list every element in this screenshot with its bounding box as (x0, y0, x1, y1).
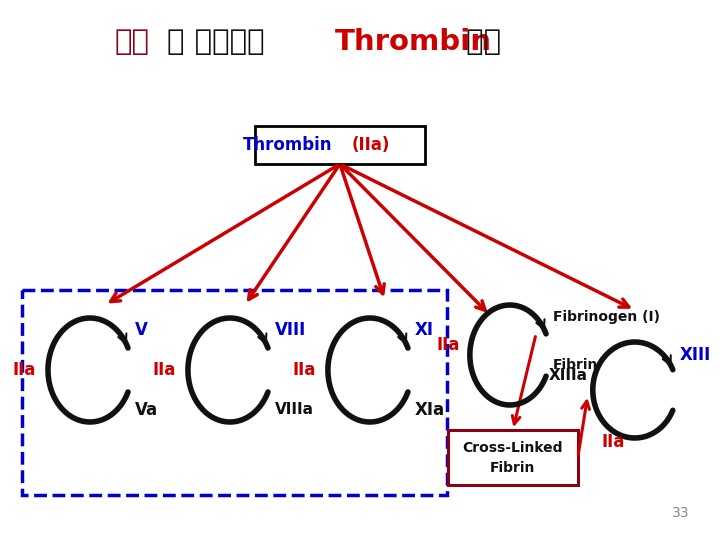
Text: Fibrin: Fibrin (490, 461, 536, 475)
Text: Fibrin: Fibrin (553, 358, 598, 372)
Text: Fibrinogen (I): Fibrinogen (I) (553, 310, 660, 324)
Text: 33: 33 (672, 506, 690, 520)
Text: V: V (135, 321, 148, 339)
Text: Va: Va (135, 401, 158, 419)
Text: IIa: IIa (292, 361, 316, 379)
Text: IIa: IIa (153, 361, 176, 379)
Text: 역할: 역할 (456, 28, 501, 56)
Text: IIa: IIa (601, 433, 624, 451)
Text: VIII: VIII (275, 321, 306, 339)
Text: XIII: XIII (680, 346, 711, 364)
Text: 에 있어서의: 에 있어서의 (167, 28, 275, 56)
Text: IIa: IIa (13, 361, 36, 379)
Text: XIa: XIa (415, 401, 445, 419)
Text: Cross-Linked: Cross-Linked (462, 441, 563, 455)
Bar (255, 126, 425, 164)
Bar (22, 290, 447, 495)
Text: VIIIa: VIIIa (275, 402, 314, 417)
Text: XI: XI (415, 321, 434, 339)
Text: Thrombin: Thrombin (335, 28, 492, 56)
Bar (448, 430, 577, 485)
Text: 지혈: 지혈 (115, 28, 150, 56)
Text: XIIIa: XIIIa (549, 368, 588, 382)
Text: Thrombin: Thrombin (243, 136, 332, 154)
Text: (IIa): (IIa) (351, 136, 390, 154)
Text: IIa: IIa (436, 336, 460, 354)
